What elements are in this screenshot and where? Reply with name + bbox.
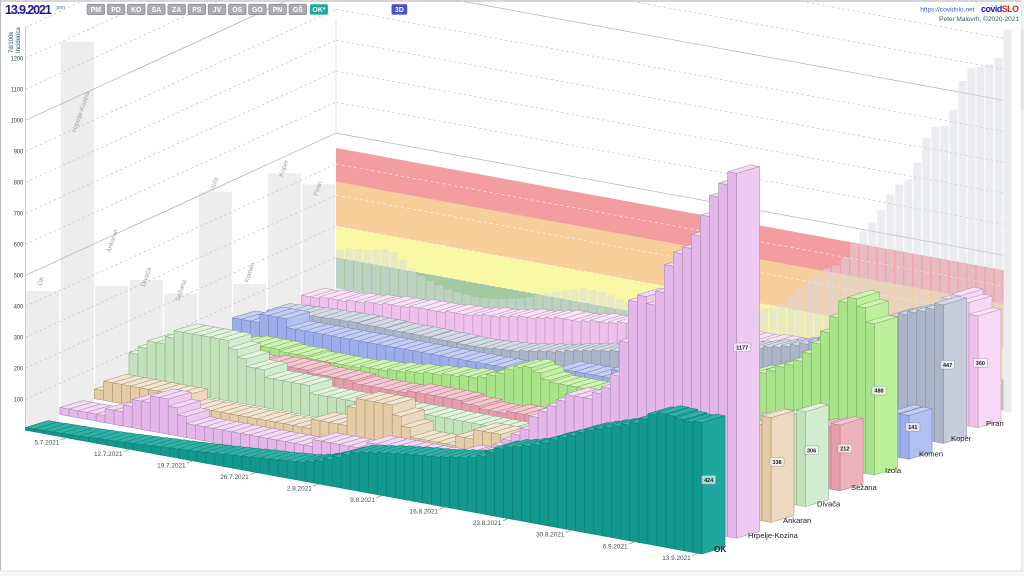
svg-text:PM: PM	[91, 7, 102, 14]
svg-text:9.8.2021: 9.8.2021	[350, 497, 375, 504]
svg-text:6.9.2021: 6.9.2021	[603, 543, 628, 550]
svg-text:Piran: Piran	[312, 180, 324, 197]
svg-text:600: 600	[14, 242, 24, 248]
svg-text:SA: SA	[152, 7, 162, 14]
svg-text:1100: 1100	[11, 87, 24, 93]
svg-text:19.7.2021: 19.7.2021	[157, 462, 186, 469]
svg-text:7d/100k: 7d/100k	[9, 31, 15, 53]
svg-text:100: 100	[14, 397, 24, 403]
svg-text:23.8.2021: 23.8.2021	[473, 520, 502, 527]
svg-text:Hrpelje-Kozina: Hrpelje-Kozina	[748, 531, 799, 540]
svg-text:PS: PS	[192, 7, 202, 14]
svg-text:Peter Malovrh, ©2020-2021: Peter Malovrh, ©2020-2021	[939, 15, 1019, 23]
svg-text:OK*: OK*	[312, 7, 325, 14]
svg-text:306: 306	[807, 448, 816, 454]
svg-text:Komen: Komen	[919, 450, 943, 459]
svg-text:360: 360	[976, 361, 985, 367]
svg-text:KO: KO	[131, 7, 142, 14]
svg-text:424: 424	[704, 478, 714, 484]
svg-text:GŠ: GŠ	[293, 5, 303, 14]
svg-text:PN: PN	[273, 7, 283, 14]
svg-text:1000: 1000	[10, 118, 23, 124]
svg-text:447: 447	[943, 363, 952, 369]
svg-text:Piran: Piran	[986, 419, 1004, 428]
svg-text:Sežana: Sežana	[851, 483, 878, 492]
svg-text:Izola: Izola	[209, 176, 220, 192]
svg-text:900: 900	[14, 149, 24, 155]
svg-text:Ankaran: Ankaran	[783, 516, 811, 525]
svg-text:5.7.2021: 5.7.2021	[34, 439, 59, 446]
svg-text:12.7.2021: 12.7.2021	[94, 451, 123, 458]
svg-text:338: 338	[772, 460, 781, 466]
svg-text:Divača: Divača	[817, 500, 841, 509]
svg-text:13.9.2021: 13.9.2021	[662, 555, 691, 562]
svg-text:Incidenca: Incidenca	[16, 27, 22, 53]
svg-text:212: 212	[840, 447, 849, 453]
svg-text:500: 500	[14, 273, 24, 279]
svg-text:400: 400	[14, 304, 24, 310]
svg-text:OK: OK	[714, 545, 726, 554]
svg-text:PD: PD	[111, 7, 121, 14]
svg-text:3D: 3D	[395, 7, 404, 14]
svg-text:https://covidslo.net: https://covidslo.net	[920, 6, 975, 13]
svg-text:Koper: Koper	[951, 434, 972, 443]
svg-text:800: 800	[14, 180, 24, 186]
svg-text:OS: OS	[232, 7, 242, 14]
svg-text:1200: 1200	[10, 56, 23, 62]
svg-text:13.9.2021: 13.9.2021	[5, 3, 52, 17]
svg-text:covidSLO: covidSLO	[981, 4, 1019, 14]
svg-text:1177: 1177	[736, 346, 748, 352]
svg-text:pon: pon	[57, 5, 66, 11]
svg-text:GO: GO	[252, 7, 263, 14]
svg-text:2.8.2021: 2.8.2021	[287, 486, 312, 493]
svg-text:200: 200	[14, 366, 24, 372]
svg-text:26.7.2021: 26.7.2021	[220, 474, 249, 481]
svg-text:JV: JV	[213, 7, 222, 14]
svg-text:16.8.2021: 16.8.2021	[410, 509, 439, 516]
svg-text:Izola: Izola	[885, 466, 902, 475]
svg-text:OK: OK	[36, 275, 46, 287]
svg-text:30.8.2021: 30.8.2021	[536, 532, 565, 539]
svg-text:ZA: ZA	[172, 7, 181, 14]
svg-text:700: 700	[14, 211, 24, 217]
svg-text:300: 300	[14, 335, 24, 341]
svg-text:141: 141	[908, 425, 917, 431]
svg-text:488: 488	[874, 389, 883, 395]
